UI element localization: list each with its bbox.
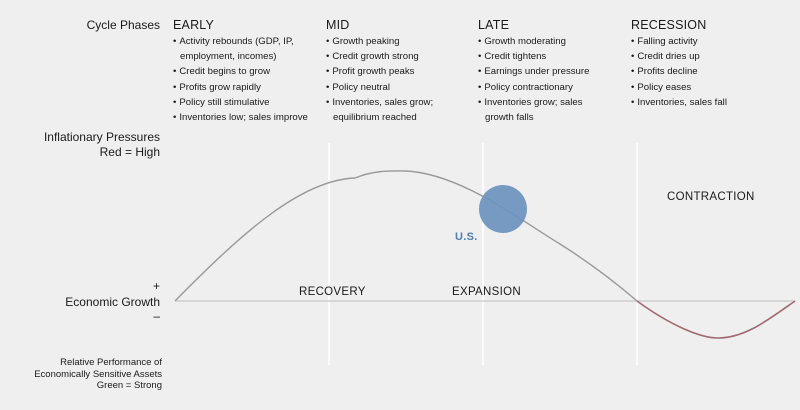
phase-bullet: Earnings under pressure: [478, 64, 628, 79]
phase-bullet: Credit begins to grow: [173, 64, 323, 79]
contraction-curve: [636, 300, 796, 339]
phase-bullet: Policy eases: [631, 80, 796, 95]
phase-bullet: Inventories, sales grow;: [326, 95, 476, 110]
phase-bullet: Growth peaking: [326, 34, 476, 49]
phase-early: EARLY Activity rebounds (GDP, IP, employ…: [173, 18, 323, 125]
inflationary-pressures-title: Inflationary Pressures: [43, 130, 160, 144]
phase-bullet: Credit growth strong: [326, 49, 476, 64]
cycle-phases-label: Cycle Phases: [86, 18, 160, 32]
phase-bullet-continued: employment, incomes): [180, 51, 277, 63]
phase-late: LATE Growth moderating Credit tightens E…: [478, 18, 628, 125]
phase-title: RECESSION: [631, 18, 707, 32]
phase-bullet: Profits grow rapidly: [173, 80, 323, 95]
relative-performance-line2: Economically Sensitive Assets: [34, 368, 162, 380]
phase-bullet: Policy contractionary: [478, 80, 628, 95]
stage-recovery-label: RECOVERY: [299, 286, 366, 298]
relative-performance-label: Relative Performance of Economically Sen…: [10, 357, 162, 392]
phase-bullet: Credit dries up: [631, 49, 796, 64]
relative-performance-legend: Green = Strong: [96, 380, 162, 391]
us-marker-label: U.S.: [455, 231, 478, 243]
economic-growth-label: Economic Growth: [65, 295, 160, 309]
phase-bullet: Credit tightens: [478, 49, 628, 64]
growth-curve: [174, 170, 638, 302]
stage-expansion-label: EXPANSION: [452, 286, 521, 298]
inflationary-pressures-label: Inflationary Pressures Red = High: [10, 130, 160, 160]
minus-sign: –: [153, 309, 160, 323]
phase-bullet-continued: equilibrium reached: [333, 112, 417, 124]
plus-sign: +: [152, 279, 160, 293]
phase-bullet: Profits decline: [631, 64, 796, 79]
phase-bullet-continued: growth falls: [485, 112, 534, 124]
phase-bullet: Inventories, sales fall: [631, 95, 796, 110]
phase-bullet: Activity rebounds (GDP, IP,: [173, 34, 323, 49]
phase-title: EARLY: [173, 18, 215, 32]
phase-bullet: Growth moderating: [478, 34, 628, 49]
phase-bullet: Policy still stimulative: [173, 95, 323, 110]
phase-mid: MID Growth peaking Credit growth strong …: [326, 18, 476, 125]
relative-performance-line1: Relative Performance of: [60, 357, 162, 368]
phase-bullet: Policy neutral: [326, 80, 476, 95]
phase-title: MID: [326, 18, 350, 32]
phase-recession: RECESSION Falling activity Credit dries …: [631, 18, 796, 110]
phase-bullet: Inventories grow; sales: [478, 95, 628, 110]
phase-title: LATE: [478, 18, 510, 32]
stage-contraction-label: CONTRACTION: [667, 191, 755, 203]
inflationary-pressures-legend: Red = High: [99, 145, 160, 159]
phase-bullet: Inventories low; sales improve: [173, 110, 323, 125]
us-position-marker: [479, 185, 527, 233]
phase-bullet: Falling activity: [631, 34, 796, 49]
phase-bullet: Profit growth peaks: [326, 64, 476, 79]
